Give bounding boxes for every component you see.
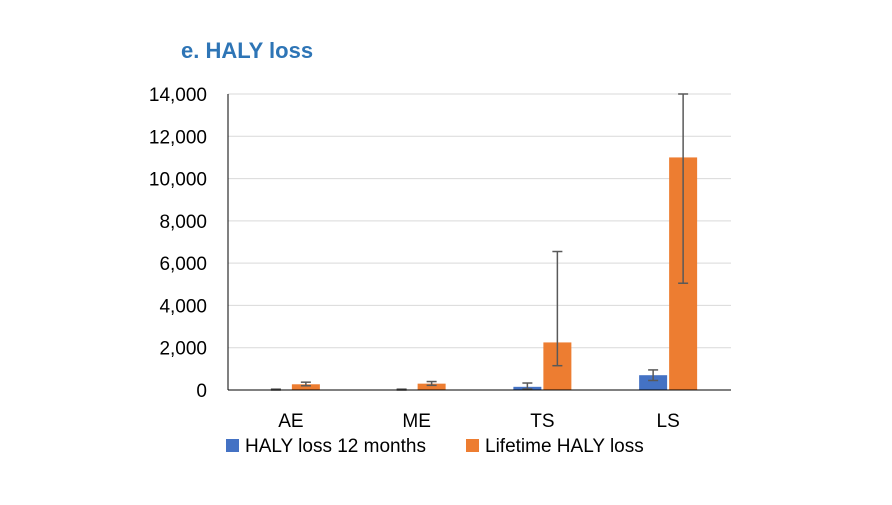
x-tick-label-me: ME	[402, 411, 431, 432]
y-axis-ticks: 0 2,000 4,000 6,000 8,000 10,000 12,000 14,000	[149, 85, 207, 402]
x-tick-label-ls: LS	[657, 411, 680, 432]
legend: HALY loss 12 months Lifetime HALY loss	[226, 436, 644, 457]
x-axis-ticks: AE ME TS LS	[278, 411, 680, 432]
y-tick-label: 6,000	[159, 254, 207, 275]
legend-swatch-lifetime-haly	[466, 439, 479, 452]
legend-label-lifetime-haly: Lifetime HALY loss	[485, 436, 644, 457]
x-tick-label-ae: AE	[278, 411, 303, 432]
bar-lifetime-haly-me	[417, 383, 446, 390]
y-tick-label: 0	[196, 381, 207, 402]
x-tick-label-ts: TS	[530, 411, 554, 432]
legend-label-haly-12-months: HALY loss 12 months	[245, 436, 426, 457]
bar-haly-12-months-ls	[639, 375, 668, 390]
y-tick-label: 14,000	[149, 85, 207, 106]
y-tick-label: 8,000	[159, 212, 207, 233]
legend-swatch-haly-12-months	[226, 439, 239, 452]
y-tick-label: 2,000	[159, 339, 207, 360]
chart-title: e. HALY loss	[181, 38, 313, 63]
y-tick-label: 12,000	[149, 127, 207, 148]
gridlines	[228, 93, 731, 349]
bar-lifetime-haly-ae	[291, 384, 320, 390]
y-tick-label: 4,000	[159, 296, 207, 317]
axes	[227, 94, 731, 391]
bars	[261, 157, 698, 390]
error-bars	[270, 93, 689, 391]
y-tick-label: 10,000	[149, 170, 207, 191]
